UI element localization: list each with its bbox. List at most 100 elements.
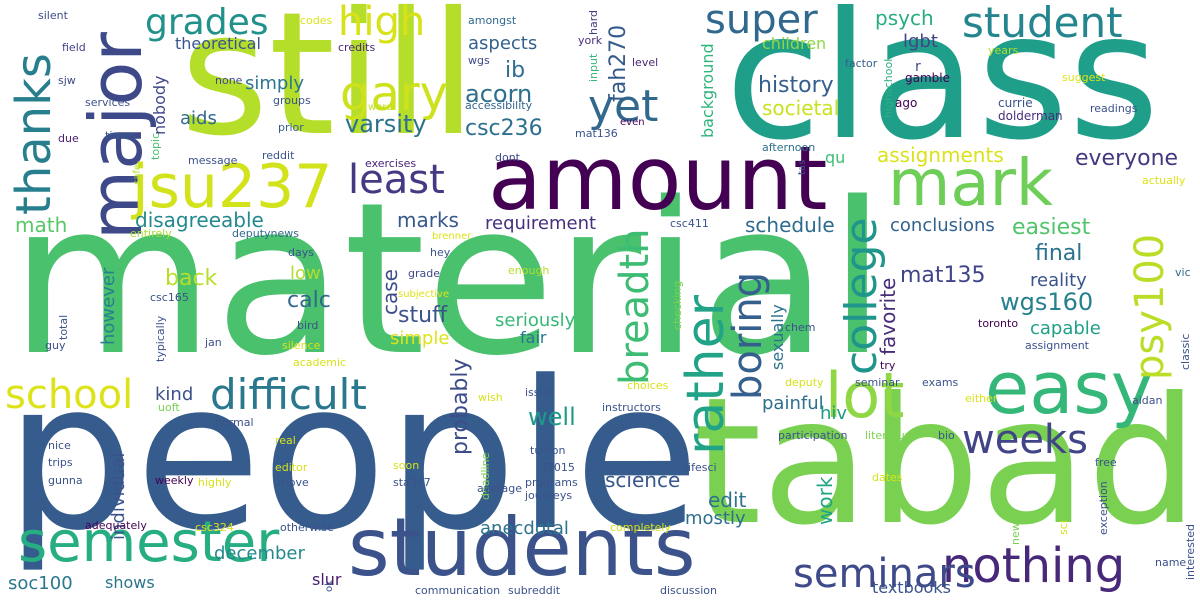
word-work: work (813, 476, 837, 525)
word-bio: bio (938, 429, 955, 442)
word-name: name (1155, 556, 1187, 569)
word-soc100: soc100 (8, 573, 73, 594)
word-student: student (962, 0, 1123, 47)
word-acorn: acorn (465, 80, 533, 108)
word-low: low (290, 263, 321, 284)
word-ib: ib (505, 58, 526, 83)
word-silent: silent (38, 9, 68, 22)
word-case: case (378, 269, 402, 315)
word-real: real (275, 434, 296, 447)
word-enough: enough (508, 264, 550, 277)
word-aspects: aspects (468, 33, 538, 54)
word-literature: literature (865, 429, 916, 442)
word-journeys: journeys (525, 489, 573, 502)
word-amount: amount (488, 127, 828, 230)
word-anecdotal: anecdotal (480, 518, 569, 539)
word-gamble: gamble (905, 71, 950, 85)
word-groups: groups (273, 94, 311, 107)
word-grades: grades (145, 2, 269, 43)
word-either: either (965, 392, 998, 405)
word-tas: tas (797, 159, 808, 175)
word-due: due (58, 132, 79, 145)
word-vic: vic (1175, 266, 1191, 279)
word-dolderman: dolderman (998, 109, 1063, 123)
word-back: back (165, 266, 218, 291)
word-programs: programs (525, 476, 578, 489)
word-days: days (288, 246, 314, 259)
word-sexually: sexually (768, 304, 787, 370)
word-people: people (5, 338, 700, 576)
word-schedule: schedule (745, 213, 835, 237)
word-highly: highly (198, 476, 232, 489)
word-dates: dates (872, 471, 903, 484)
word-psych: psych (875, 6, 934, 30)
word-actually: actually (1142, 174, 1186, 187)
word-entirely: entirely (130, 227, 172, 240)
word-toronto: toronto (978, 317, 1019, 330)
word-simply: simply (245, 73, 304, 94)
word-chem: chem (785, 321, 816, 334)
word-lifesci: lifesci (685, 461, 717, 474)
word-probably: probably (448, 358, 473, 455)
word-mostly: mostly (685, 508, 746, 529)
word-nothing: nothing (942, 538, 1126, 594)
word-disagreeable: disagreeable (135, 208, 264, 232)
word-wgs160: wgs160 (1000, 288, 1094, 316)
word-factor: factor (845, 57, 878, 70)
word-news: news (1009, 516, 1022, 545)
word-easy: easy (985, 346, 1154, 430)
word-kind: kind (155, 384, 194, 405)
word-aidan: aidan (1132, 394, 1163, 407)
word-issue: issue (525, 386, 554, 399)
word-lgbt: lgbt (903, 31, 938, 52)
word-mark: mark (888, 147, 1053, 221)
word-least: least (348, 157, 445, 203)
word-f2015: f2015 (543, 461, 575, 474)
word-class: class (725, 0, 1160, 179)
word-try: try (880, 359, 896, 372)
word-material: material (10, 157, 887, 402)
word-csc236: csc236 (465, 116, 543, 141)
word-lot: lot (825, 359, 905, 432)
word-soon: soon (393, 459, 420, 472)
word-csc324: csc324 (195, 521, 234, 534)
word-boring: boring (725, 271, 771, 400)
word-well: well (528, 403, 576, 431)
word-level: level (632, 56, 659, 69)
word-edit: edit (708, 488, 747, 512)
word-wish: wish (478, 391, 503, 404)
word-field: field (62, 41, 86, 54)
word-csc411: csc411 (670, 217, 709, 230)
word-reality: reality (1030, 270, 1087, 291)
word-societal: societal (762, 96, 840, 120)
word-painful: painful (762, 393, 824, 414)
word-however: however (98, 267, 119, 345)
word-years: years (988, 44, 1019, 57)
word-calc: calc (287, 288, 331, 313)
word-seriously: seriously (495, 310, 576, 331)
word-subjective: subjective (398, 289, 450, 300)
word-deputy: deputy (785, 376, 824, 389)
word-york: york (578, 34, 603, 47)
word-currie: currie (998, 96, 1033, 110)
word-slur: slur (312, 570, 342, 589)
word-classic: classic (1179, 333, 1192, 370)
word-even: even (620, 117, 645, 128)
word-subreddit: subreddit (508, 584, 561, 597)
word-uoft: uoft (158, 401, 180, 414)
word-services: services (85, 96, 131, 109)
word-bird: bird (297, 319, 319, 332)
word-interested: interested (1184, 524, 1197, 580)
word-total: total (57, 314, 70, 340)
word-textbooks: textbooks (872, 578, 951, 597)
word-yet: yet (588, 81, 659, 132)
word-typically: typically (154, 315, 167, 362)
word-semester: semester (18, 510, 280, 575)
word-qu: qu (825, 148, 846, 167)
word-ok: ok (324, 580, 335, 592)
word-times: times (105, 129, 136, 142)
word-readings: readings (1090, 102, 1138, 115)
word-input: input (587, 53, 600, 82)
word-grade: grade (408, 267, 440, 280)
